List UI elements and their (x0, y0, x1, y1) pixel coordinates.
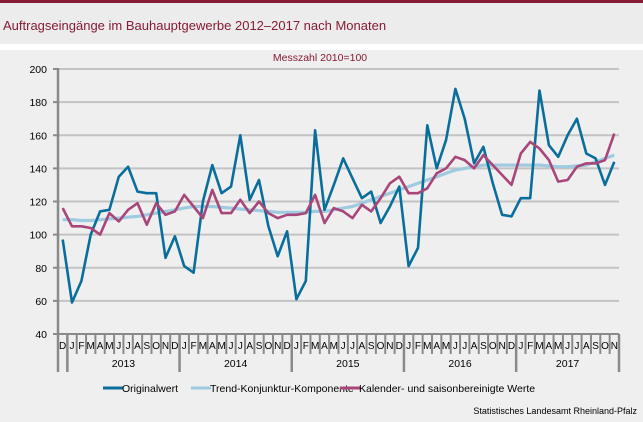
gridlines (58, 68, 619, 302)
month-label: J (228, 341, 233, 352)
month-label: J (406, 341, 411, 352)
chart-background (0, 50, 643, 422)
year-label: 2014 (224, 358, 248, 370)
month-label: J (518, 341, 523, 352)
legend-label: Kalender- und saisonbereinigte Werte (359, 383, 535, 395)
month-label: M (105, 341, 113, 352)
month-label: S (143, 341, 150, 352)
legend: Originalwert Trend-Konjunktur-Komponente K… (103, 383, 535, 395)
month-label: M (311, 341, 319, 352)
month-label: N (611, 341, 618, 352)
month-label: M (554, 341, 562, 352)
month-label: D (171, 341, 178, 352)
series-line-kalender-und-saisonbereinigte-werte (61, 133, 616, 236)
month-label: D (283, 341, 290, 352)
year-label: 2017 (556, 358, 580, 370)
month-label: J (462, 341, 467, 352)
month-label: M (442, 341, 450, 352)
month-label: J (350, 341, 355, 352)
month-label: J (565, 341, 570, 352)
month-label: A (246, 341, 253, 352)
month-label: F (191, 341, 197, 352)
month-label: A (433, 341, 440, 352)
y-tick-label: 140 (29, 163, 47, 175)
month-label: J (453, 341, 458, 352)
month-label: J (574, 341, 579, 352)
month-label: O (152, 341, 160, 352)
month-label: O (377, 341, 385, 352)
separator (0, 44, 643, 50)
month-label: N (274, 341, 281, 352)
y-tick-label: 60 (35, 296, 47, 308)
month-label: A (134, 341, 141, 352)
month-label: D (59, 341, 66, 352)
year-label: 2015 (336, 358, 360, 370)
month-label: S (480, 341, 487, 352)
month-label: J (116, 341, 121, 352)
series-lines (61, 87, 616, 304)
month-label: S (592, 341, 599, 352)
month-label: A (97, 341, 104, 352)
series-line-originalwert (61, 87, 616, 304)
chart-subtitle: Messzahl 2010=100 (273, 52, 367, 64)
month-label: J (182, 341, 187, 352)
y-tick-label: 100 (29, 230, 47, 242)
month-label: F (415, 341, 421, 352)
chart-title: Auftragseingänge im Bauhauptgewerbe 2012… (3, 18, 387, 33)
month-label: J (238, 341, 243, 352)
top-accent-bar (0, 0, 643, 3)
year-label: 2013 (112, 358, 136, 370)
month-label: A (546, 341, 553, 352)
month-label: M (535, 341, 543, 352)
month-label: N (499, 341, 506, 352)
month-label: F (303, 341, 309, 352)
month-label: S (368, 341, 375, 352)
source-note: Statistisches Landesamt Rheinland-Pfalz (473, 406, 637, 416)
month-label: M (199, 341, 207, 352)
month-label: A (471, 341, 478, 352)
y-tick-label: 160 (29, 130, 47, 142)
y-tick-label: 80 (35, 263, 47, 275)
y-tick-label: 180 (29, 97, 47, 109)
month-label: J (341, 341, 346, 352)
month-label: A (583, 341, 590, 352)
y-axis-ticks: 40 60 80 100 120 140 160 180 200 (29, 64, 60, 341)
month-label: O (264, 341, 272, 352)
month-label: M (423, 341, 431, 352)
month-label: A (359, 341, 366, 352)
month-label: D (508, 341, 515, 352)
title-band: Auftragseingänge im Bauhauptgewerbe 2012… (0, 3, 643, 44)
month-label: D (396, 341, 403, 352)
month-label: A (209, 341, 216, 352)
y-tick-label: 40 (35, 329, 47, 341)
month-label: J (126, 341, 131, 352)
month-label: S (256, 341, 263, 352)
month-label: F (527, 341, 533, 352)
month-label: J (294, 341, 299, 352)
month-label: M (330, 341, 338, 352)
month-label: N (162, 341, 169, 352)
y-tick-label: 200 (29, 64, 47, 76)
legend-label: Trend-Konjunktur-Komponente (210, 383, 354, 395)
month-label: O (601, 341, 609, 352)
month-label: O (489, 341, 497, 352)
month-label: N (386, 341, 393, 352)
month-label: A (321, 341, 328, 352)
month-label: J (70, 341, 75, 352)
y-tick-label: 120 (29, 197, 47, 209)
month-label: M (87, 341, 95, 352)
legend-label: Originalwert (122, 383, 178, 395)
month-label: M (217, 341, 225, 352)
year-label: 2016 (448, 358, 472, 370)
month-label: F (78, 341, 84, 352)
